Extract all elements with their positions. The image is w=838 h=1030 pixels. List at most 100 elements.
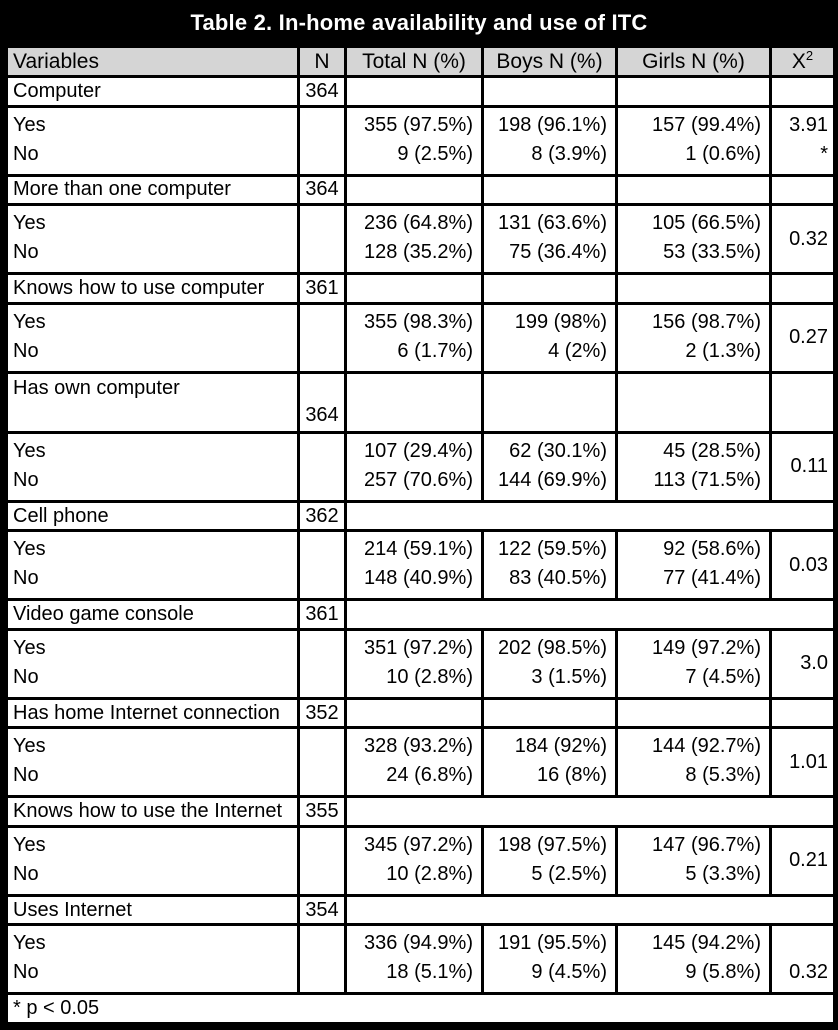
girls-cell: 156 (98.7%) 2 (1.3%) bbox=[615, 301, 772, 374]
yes-value: 198 (97.5%) bbox=[498, 833, 607, 856]
no-value: 4 (2%) bbox=[548, 339, 607, 362]
total-cell: 214 (59.1%) 148 (40.9%) bbox=[344, 529, 484, 602]
chi-cell: 3.0 bbox=[769, 627, 836, 700]
data-row: Yes No 336 (94.9%) 18 (5.1%) 191 (95.5%) 9 (4… bbox=[5, 923, 836, 996]
footnote: * p < 0.05 bbox=[5, 992, 836, 1025]
boys-cell: 184 (92%) 16 (8%) bbox=[481, 726, 618, 799]
table-footer: * p < 0.05 bbox=[5, 992, 836, 1025]
total-cell: 107 (29.4%) 257 (70.6%) bbox=[344, 430, 484, 503]
chi-cell: 0.27 bbox=[769, 301, 836, 374]
yes-no-cell: Yes No bbox=[5, 301, 300, 374]
no-label: No bbox=[13, 567, 39, 590]
empty-cell bbox=[481, 370, 618, 434]
yes-value: 131 (63.6%) bbox=[498, 212, 607, 235]
boys-cell: 198 (96.1%) 8 (3.9%) bbox=[481, 104, 618, 177]
data-row: Yes No 355 (98.3%) 6 (1.7%) 199 (98%) 4 (2%) 1… bbox=[5, 301, 836, 374]
yes-value: 355 (97.5%) bbox=[364, 113, 473, 136]
yes-value: 198 (96.1%) bbox=[498, 113, 607, 136]
no-value: 9 (4.5%) bbox=[531, 961, 607, 984]
n-cell bbox=[297, 726, 347, 799]
n-cell bbox=[297, 104, 347, 177]
n-cell: 364 bbox=[297, 75, 347, 108]
empty-cell bbox=[344, 696, 484, 730]
girls-cell: 147 (96.7%) 5 (3.3%) bbox=[615, 824, 772, 897]
empty-cell bbox=[769, 272, 836, 305]
chi-cell: 0.32 bbox=[769, 923, 836, 996]
no-value: 148 (40.9%) bbox=[364, 567, 473, 590]
yes-no-cell: Yes No bbox=[5, 529, 300, 602]
variable-cell: Has home Internet connection bbox=[5, 696, 300, 730]
yes-value: 351 (97.2%) bbox=[364, 636, 473, 659]
column-header-total: Total N (%) bbox=[344, 45, 484, 78]
empty-cell bbox=[481, 696, 618, 730]
category-row: Knows how to use the Internet 355 bbox=[5, 795, 836, 828]
no-value: 75 (36.4%) bbox=[509, 241, 607, 264]
yes-value: 45 (28.5%) bbox=[663, 439, 761, 462]
yes-value: 149 (97.2%) bbox=[652, 636, 761, 659]
no-value: 128 (35.2%) bbox=[364, 241, 473, 264]
total-cell: 355 (97.5%) 9 (2.5%) bbox=[344, 104, 484, 177]
no-label: No bbox=[13, 142, 39, 165]
yes-value: 145 (94.2%) bbox=[652, 932, 761, 955]
n-cell bbox=[297, 529, 347, 602]
variable-cell: More than one computer bbox=[5, 173, 300, 207]
yes-label: Yes bbox=[13, 636, 46, 659]
girls-cell: 149 (97.2%) 7 (4.5%) bbox=[615, 627, 772, 700]
yes-no-cell: Yes No bbox=[5, 203, 300, 275]
chi-note: * bbox=[820, 142, 828, 165]
yes-value: 62 (30.1%) bbox=[509, 439, 607, 462]
yes-value: 214 (59.1%) bbox=[364, 538, 473, 561]
girls-cell: 144 (92.7%) 8 (5.3%) bbox=[615, 726, 772, 799]
no-label: No bbox=[13, 961, 39, 984]
n-cell: 364 bbox=[297, 370, 347, 434]
yes-value: 345 (97.2%) bbox=[364, 833, 473, 856]
yes-no-cell: Yes No bbox=[5, 824, 300, 897]
chi-cell: 0.32 bbox=[769, 203, 836, 275]
no-label: No bbox=[13, 468, 39, 491]
no-value: 10 (2.8%) bbox=[386, 862, 473, 885]
column-header-variables: Variables bbox=[5, 45, 300, 78]
total-cell: 345 (97.2%) 10 (2.8%) bbox=[344, 824, 484, 897]
no-label: No bbox=[13, 862, 39, 885]
chi-symbol: X bbox=[791, 49, 806, 73]
no-value: 7 (4.5%) bbox=[685, 665, 761, 688]
yes-no-cell: Yes No bbox=[5, 726, 300, 799]
total-cell: 355 (98.3%) 6 (1.7%) bbox=[344, 301, 484, 374]
girls-cell: 45 (28.5%) 113 (71.5%) bbox=[615, 430, 772, 503]
n-cell bbox=[297, 627, 347, 700]
n-cell: 361 bbox=[297, 272, 347, 305]
chi-exponent: 2 bbox=[805, 47, 814, 63]
data-row: Yes No 328 (93.2%) 24 (6.8%) 184 (92%) 16 (8%… bbox=[5, 726, 836, 799]
yes-value: 202 (98.5%) bbox=[498, 636, 607, 659]
yes-value: 191 (95.5%) bbox=[498, 932, 607, 955]
column-header-n: N bbox=[297, 45, 347, 78]
variable-cell: Video game console bbox=[5, 598, 300, 631]
no-value: 77 (41.4%) bbox=[663, 567, 761, 590]
no-value: 16 (8%) bbox=[536, 764, 607, 787]
chi-value: 1.01 bbox=[789, 750, 828, 773]
no-label: No bbox=[13, 241, 39, 264]
yes-value: 144 (92.7%) bbox=[652, 735, 761, 758]
empty-cell bbox=[615, 75, 772, 108]
boys-cell: 198 (97.5%) 5 (2.5%) bbox=[481, 824, 618, 897]
footnote-row: * p < 0.05 bbox=[5, 992, 836, 1025]
category-row: Computer 364 bbox=[5, 75, 836, 108]
empty-cell bbox=[344, 598, 836, 631]
no-value: 3 (1.5%) bbox=[531, 665, 607, 688]
no-value: 83 (40.5%) bbox=[509, 567, 607, 590]
n-cell: 364 bbox=[297, 173, 347, 207]
variable-cell: Knows how to use computer bbox=[5, 272, 300, 305]
data-row: Yes No 107 (29.4%) 257 (70.6%) 62 (30.1%) 144… bbox=[5, 430, 836, 503]
empty-cell bbox=[344, 370, 484, 434]
boys-cell: 191 (95.5%) 9 (4.5%) bbox=[481, 923, 618, 996]
yes-value: 107 (29.4%) bbox=[364, 439, 473, 462]
table-header: Variables N Total N (%) Boys N (%) Girls… bbox=[5, 45, 836, 78]
n-cell: 354 bbox=[297, 893, 347, 927]
girls-cell: 92 (58.6%) 77 (41.4%) bbox=[615, 529, 772, 602]
chi-value: 0.03 bbox=[789, 553, 828, 576]
yes-label: Yes bbox=[13, 735, 46, 758]
chi-cell: 0.21 bbox=[769, 824, 836, 897]
yes-no-cell: Yes No bbox=[5, 104, 300, 177]
n-cell bbox=[297, 923, 347, 996]
total-cell: 236 (64.8%) 128 (35.2%) bbox=[344, 203, 484, 275]
